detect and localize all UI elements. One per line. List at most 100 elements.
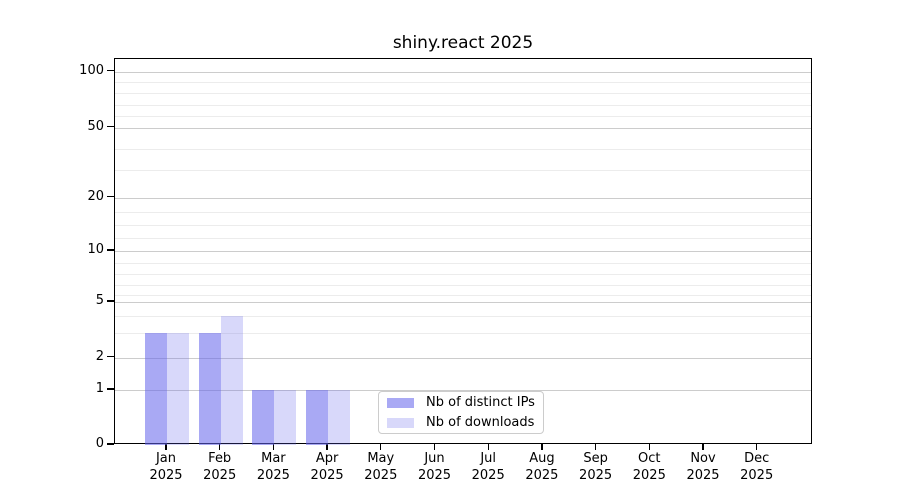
x-tick-year: 2025 [364, 467, 398, 483]
major-gridline [115, 357, 811, 359]
legend: Nb of distinct IPs Nb of downloads [378, 391, 544, 434]
major-gridline [115, 197, 811, 199]
y-tick-label: 1 [95, 381, 104, 396]
y-tick-label: 5 [95, 293, 104, 308]
minor-gridline [115, 237, 811, 239]
major-gridline [115, 302, 811, 303]
minor-gridline [115, 315, 811, 317]
minor-gridline [115, 262, 811, 264]
x-tick-year: 2025 [525, 467, 559, 483]
y-tick-mark [107, 388, 114, 390]
y-tick-mark [107, 300, 114, 302]
x-tick-month: Sep [583, 451, 608, 466]
legend-label: Nb of distinct IPs [426, 395, 535, 410]
bar-distinct-ips-feb [198, 332, 221, 445]
major-gridline [115, 390, 811, 391]
x-tick-year: 2025 [203, 467, 237, 483]
y-tick-mark [107, 355, 114, 358]
x-tick-month: Jan [155, 451, 177, 466]
x-tick-year: 2025 [686, 467, 720, 483]
x-tick-label-jan: Jan 2025 [134, 451, 198, 484]
y-tick-label: 10 [87, 242, 104, 257]
x-tick-mark [326, 444, 328, 450]
x-tick-year: 2025 [740, 467, 774, 483]
x-tick-month: Apr [315, 451, 339, 466]
x-tick-label-oct: Oct 2025 [617, 451, 681, 484]
minor-gridline [115, 211, 811, 213]
bar-distinct-ips-apr [306, 390, 329, 445]
x-tick-year: 2025 [632, 467, 666, 483]
bar-distinct-ips-jan [145, 332, 167, 445]
x-tick-year: 2025 [310, 467, 344, 483]
legend-row: Nb of downloads [387, 415, 543, 430]
x-tick-month: Dec [744, 451, 770, 466]
x-tick-month: Jun [424, 451, 445, 466]
y-tick-label: 0 [95, 436, 104, 451]
x-tick-month: Mar [261, 451, 286, 466]
x-tick-mark [219, 444, 221, 450]
x-tick-mark [702, 444, 704, 450]
y-tick-label: 50 [87, 118, 104, 134]
x-tick-mark [541, 444, 543, 450]
x-tick-year: 2025 [471, 467, 505, 483]
bar-downloads-mar [274, 390, 297, 445]
minor-gridline [115, 93, 811, 94]
x-tick-mark [594, 444, 597, 450]
x-tick-year: 2025 [417, 467, 452, 483]
bar-downloads-apr [328, 390, 351, 445]
x-tick-month: Aug [529, 451, 555, 466]
x-tick-month: Jul [480, 451, 497, 466]
legend-label: Nb of downloads [426, 415, 535, 430]
major-gridline [115, 127, 811, 129]
y-tick-mark [107, 69, 114, 72]
y-tick-label: 20 [87, 188, 104, 204]
minor-gridline [115, 274, 811, 275]
legend-swatch-downloads [387, 417, 414, 428]
y-tick-mark [107, 249, 114, 251]
x-tick-label-aug: Aug 2025 [510, 451, 574, 484]
y-tick-label: 2 [95, 348, 104, 364]
minor-gridline [115, 104, 811, 106]
bar-downloads-feb [220, 315, 243, 445]
major-gridline [115, 71, 811, 73]
x-tick-label-mar: Mar 2025 [241, 451, 305, 484]
y-tick-mark [107, 443, 114, 445]
x-tick-month: Oct [638, 451, 661, 466]
x-tick-year: 2025 [149, 467, 183, 483]
minor-gridline [115, 148, 811, 150]
minor-gridline [115, 115, 811, 117]
minor-gridline [115, 333, 811, 334]
minor-gridline [115, 224, 811, 226]
legend-row: Nb of distinct IPs [387, 395, 543, 410]
x-tick-label-may: May 2025 [349, 451, 413, 484]
x-tick-label-apr: Apr 2025 [295, 451, 359, 484]
minor-gridline [115, 170, 811, 171]
minor-gridline [115, 82, 811, 83]
x-tick-mark [756, 444, 758, 450]
plot-area [114, 58, 812, 445]
x-tick-year: 2025 [256, 467, 290, 483]
major-gridline [115, 251, 811, 252]
x-tick-label-jun: Jun 2025 [403, 451, 467, 484]
bar-distinct-ips-mar [252, 390, 275, 445]
minor-gridline [115, 294, 811, 296]
x-tick-month: Feb [208, 451, 232, 466]
x-tick-mark [648, 444, 650, 450]
x-tick-label-sep: Sep 2025 [564, 451, 628, 484]
y-tick-mark [107, 125, 114, 128]
x-tick-month: Nov [690, 451, 716, 466]
x-tick-mark [487, 444, 489, 450]
legend-swatch-distinct-ips [387, 397, 414, 408]
x-tick-label-feb: Feb 2025 [188, 451, 252, 484]
x-tick-label-jul: Jul 2025 [456, 451, 520, 484]
chart-title: shiny.react 2025 [392, 33, 534, 53]
x-tick-mark [272, 444, 275, 450]
minor-gridline [115, 284, 811, 286]
x-tick-year: 2025 [579, 467, 613, 483]
bar-downloads-jan [167, 332, 189, 445]
y-tick-mark [107, 195, 114, 198]
x-tick-label-dec: Dec 2025 [725, 451, 789, 484]
x-tick-label-nov: Nov 2025 [671, 451, 735, 484]
x-tick-mark [433, 444, 436, 450]
